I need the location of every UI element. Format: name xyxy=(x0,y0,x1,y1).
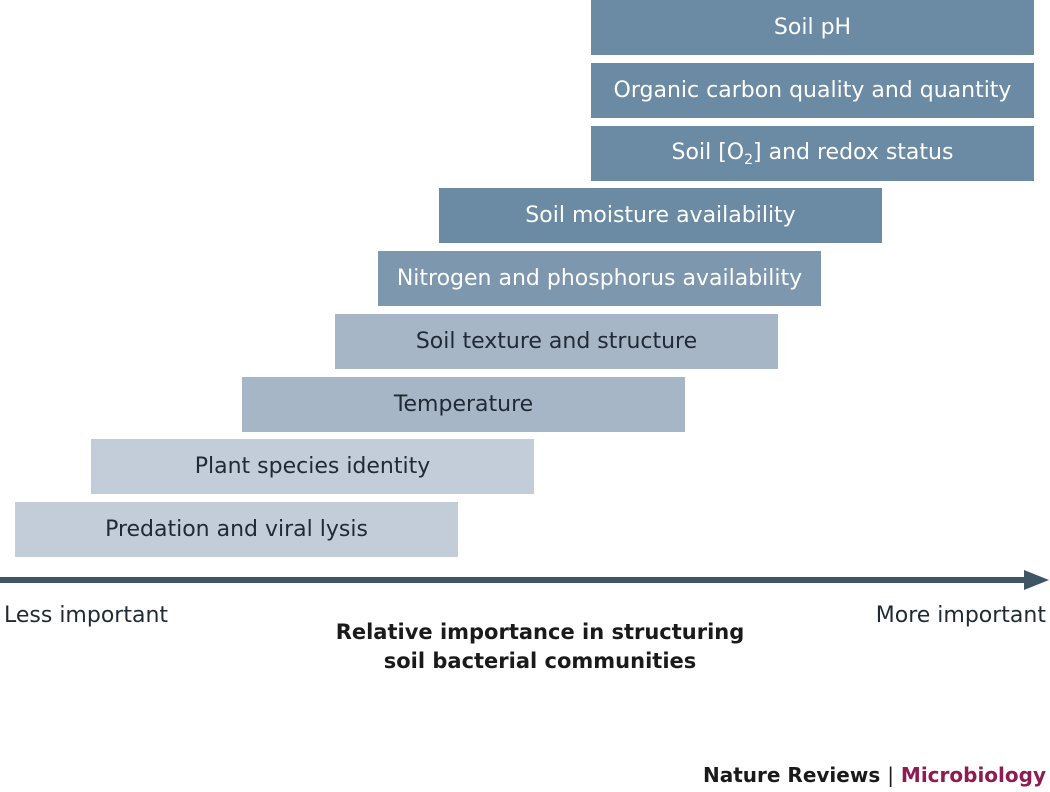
factor-label: Soil texture and structure xyxy=(415,329,698,354)
factor-bar-predation-viral-lysis: Predation and viral lysis xyxy=(15,502,458,557)
factor-bar-soil-oxygen-redox: Soil [O2] and redox status xyxy=(591,126,1034,181)
factor-label: Predation and viral lysis xyxy=(105,517,368,542)
axis-title-line-1: Relative importance in structuring xyxy=(335,620,745,644)
factor-bar-soil-ph: Soil pH xyxy=(591,0,1034,55)
journal-name: Microbiology xyxy=(900,763,1046,787)
importance-axis-arrow xyxy=(0,570,1049,590)
axis-label-less-important: Less important xyxy=(4,603,169,628)
factor-bar-temperature: Temperature xyxy=(242,377,685,432)
factor-label-suffix: ] and redox status xyxy=(753,139,954,165)
journal-credit: Nature Reviews | Microbiology xyxy=(703,763,1046,787)
factor-bar-soil-moisture: Soil moisture availability xyxy=(439,188,882,243)
factor-bar-soil-texture: Soil texture and structure xyxy=(335,314,778,369)
axis-title-line-2: soil bacterial communities xyxy=(383,649,697,673)
axis-title: Relative importance in structuring soil … xyxy=(290,618,790,676)
factor-label-prefix: Soil [O xyxy=(671,139,745,165)
factor-label: Nitrogen and phosphorus availability xyxy=(396,266,803,291)
factor-label: Soil pH xyxy=(773,15,852,40)
factor-label: Plant species identity xyxy=(194,454,431,479)
factor-bar-nitrogen-phosphorus: Nitrogen and phosphorus availability xyxy=(378,251,821,306)
publisher-name: Nature Reviews xyxy=(703,763,881,787)
factor-bar-plant-species: Plant species identity xyxy=(91,439,534,494)
subscript-2: 2 xyxy=(744,151,754,168)
factor-label: Organic carbon quality and quantity xyxy=(613,78,1012,103)
factor-label: Soil [O2] and redox status xyxy=(672,140,954,168)
factor-bar-organic-carbon: Organic carbon quality and quantity xyxy=(591,63,1034,118)
credit-separator: | xyxy=(887,763,894,787)
axis-label-more-important: More important xyxy=(875,603,1046,628)
factor-label: Soil moisture availability xyxy=(525,203,796,228)
factor-label: Temperature xyxy=(393,392,534,417)
